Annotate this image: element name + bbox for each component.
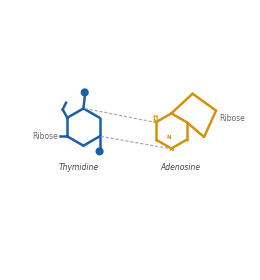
Text: Ribose: Ribose	[219, 115, 245, 123]
Text: H: H	[152, 115, 158, 120]
Text: N: N	[168, 146, 173, 151]
Text: N: N	[166, 135, 171, 140]
Circle shape	[96, 148, 103, 155]
Text: Thymidine: Thymidine	[58, 163, 98, 172]
Text: Adenosine: Adenosine	[160, 163, 200, 172]
Circle shape	[81, 89, 88, 96]
Text: Ribose: Ribose	[32, 132, 58, 141]
Text: N: N	[152, 119, 158, 124]
